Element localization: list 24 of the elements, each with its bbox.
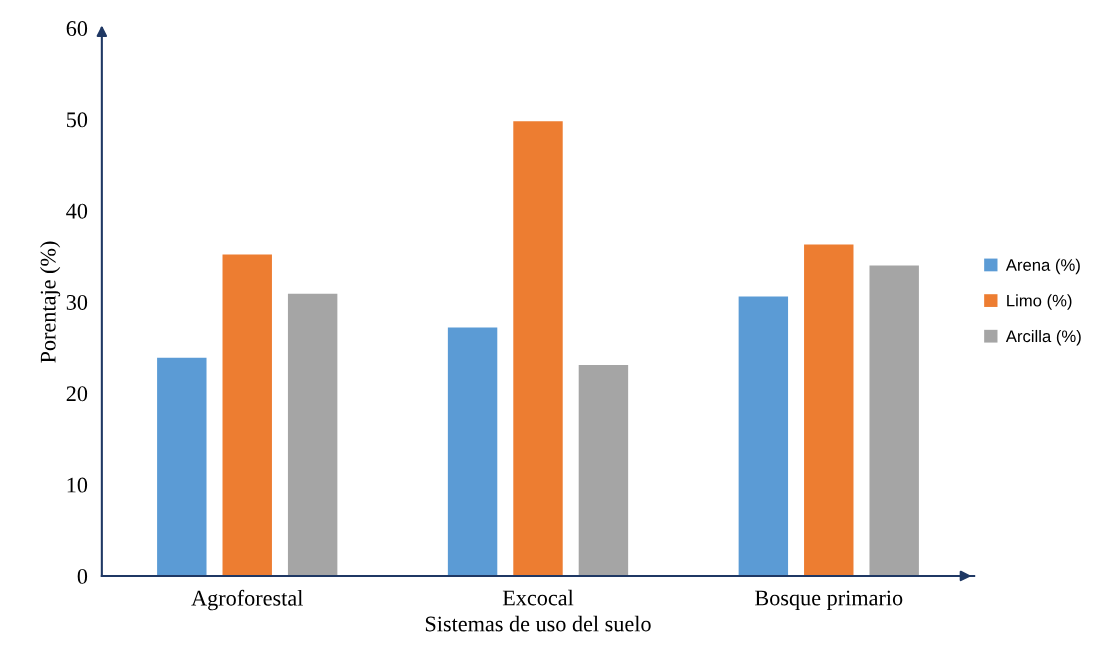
legend-label: Limo (%) bbox=[1007, 294, 1072, 310]
bar bbox=[578, 365, 629, 576]
bar bbox=[738, 296, 789, 576]
bar bbox=[157, 357, 207, 576]
x-tick-label: Agroforestal bbox=[191, 589, 303, 611]
y-axis-title: Porentaje (%) bbox=[40, 241, 61, 363]
bar bbox=[287, 293, 338, 576]
y-tick-label: 20 bbox=[66, 386, 88, 402]
legend-label: Arcilla (%) bbox=[1005, 329, 1081, 346]
y-tick-label: 0 bbox=[77, 568, 88, 584]
x-axis-title: Sistemas de uso del suelo bbox=[425, 615, 651, 632]
bar bbox=[447, 327, 498, 576]
legend-label: Arena (%) bbox=[1005, 258, 1080, 275]
bar bbox=[222, 254, 272, 576]
y-tick-label: 50 bbox=[67, 112, 88, 128]
bar bbox=[804, 244, 854, 576]
x-tick-label: Bosque primario bbox=[755, 590, 903, 610]
y-tick-label: 30 bbox=[66, 294, 88, 310]
y-tick-label: 60 bbox=[66, 21, 88, 37]
y-tick-label: 40 bbox=[66, 203, 88, 219]
bar bbox=[513, 121, 563, 576]
bar bbox=[869, 265, 919, 576]
y-tick-label: 10 bbox=[67, 477, 88, 493]
x-tick-label: Excocal bbox=[502, 589, 574, 606]
